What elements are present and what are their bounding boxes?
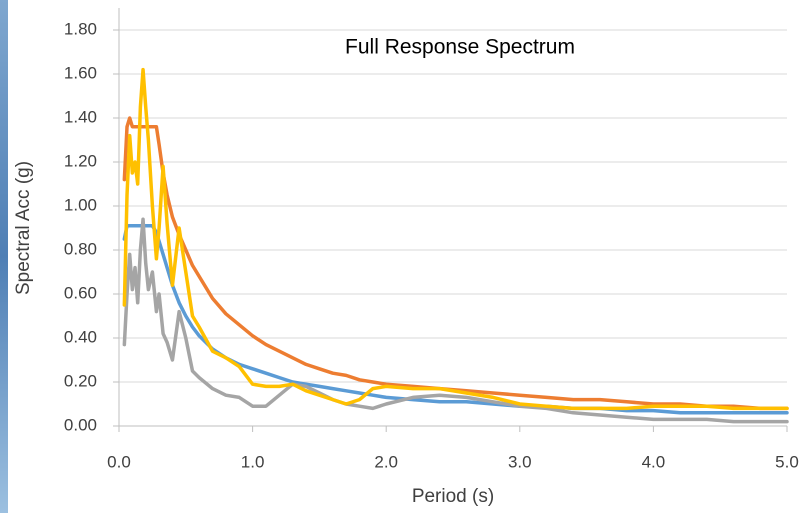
y-tick-label: 0.60 (64, 283, 97, 302)
series-line (122, 217, 789, 424)
grid (113, 8, 788, 432)
y-tick-label: 1.00 (64, 195, 97, 214)
y-tick-label: 0.40 (64, 327, 97, 346)
y-tick-label: 1.80 (64, 19, 97, 38)
x-tick-label: 2.0 (374, 452, 398, 471)
y-tick-label: 0.80 (64, 239, 97, 258)
x-tick-label: 1.0 (241, 452, 265, 471)
x-axis-title: Period (s) (412, 486, 494, 507)
series-line (122, 224, 789, 415)
labels: 0.00 0.20 0.40 0.60 0.80 1.00 1.20 1.40 1.60 1.80… (64, 19, 799, 471)
x-tick-label: 0.0 (107, 452, 131, 471)
x-tick-label: 4.0 (642, 452, 666, 471)
x-tick-label: 5.0 (775, 452, 799, 471)
y-tick-label: 1.60 (64, 63, 97, 82)
x-tick-label: 3.0 (508, 452, 532, 471)
y-tick-label: 0.00 (64, 415, 97, 434)
y-axis-title: Spectral Acc (g) (13, 161, 34, 295)
plot-lines (122, 67, 789, 424)
chart-title: Full Response Spectrum (345, 36, 575, 59)
y-tick-label: 1.20 (64, 151, 97, 170)
y-tick-label: 1.40 (64, 107, 97, 126)
y-tick-label: 0.20 (64, 371, 97, 390)
background-strip (0, 0, 8, 513)
series-line (122, 67, 789, 411)
